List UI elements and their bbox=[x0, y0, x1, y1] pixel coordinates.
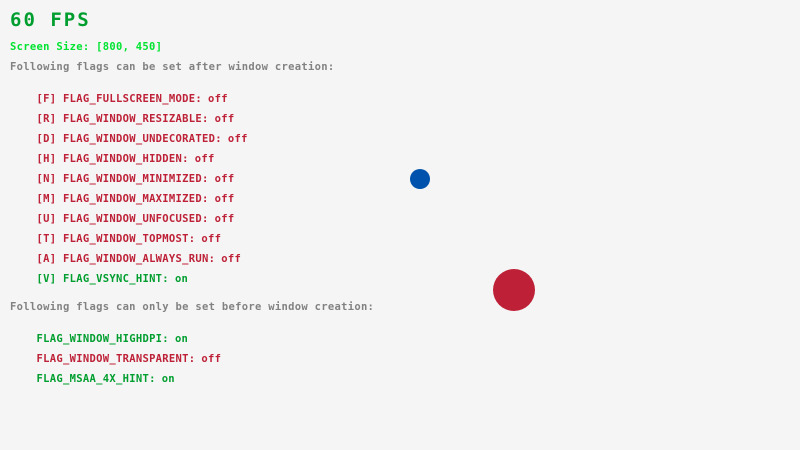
flag-label: [V] FLAG_VSYNC_HINT: bbox=[36, 273, 169, 285]
flag-row-window-always-run: [A] FLAG_WINDOW_ALWAYS_RUN: off bbox=[10, 241, 241, 277]
flag-state: off bbox=[214, 113, 235, 125]
flag-state: off bbox=[227, 133, 248, 145]
flag-label: [M] FLAG_WINDOW_MAXIMIZED: bbox=[36, 193, 209, 205]
section-heading-before-creation: Following flags can only be set before w… bbox=[10, 301, 375, 313]
flag-label: [D] FLAG_WINDOW_UNDECORATED: bbox=[36, 133, 222, 145]
flag-row-vsync-hint: [V] FLAG_VSYNC_HINT: on bbox=[10, 261, 188, 297]
flag-label: [T] FLAG_WINDOW_TOPMOST: bbox=[36, 233, 196, 245]
flag-state: off bbox=[194, 153, 215, 165]
fps-counter: 60 FPS bbox=[10, 9, 91, 31]
flag-state: off bbox=[208, 93, 228, 105]
flag-state: off bbox=[201, 353, 222, 365]
flag-label: [A] FLAG_WINDOW_ALWAYS_RUN: bbox=[36, 253, 216, 265]
flag-state: off bbox=[214, 213, 235, 225]
flag-state: on bbox=[161, 373, 175, 385]
flag-state: off bbox=[214, 193, 235, 205]
flag-row-fullscreen-mode: [F] FLAG_FULLSCREEN_MODE: off bbox=[10, 81, 228, 117]
flag-label: [R] FLAG_WINDOW_RESIZABLE: bbox=[36, 113, 209, 125]
section-heading-after-creation: Following flags can be set after window … bbox=[10, 61, 335, 73]
flag-label: [U] FLAG_WINDOW_UNFOCUSED: bbox=[36, 213, 209, 225]
flag-row-window-maximized: [M] FLAG_WINDOW_MAXIMIZED: off bbox=[10, 181, 235, 217]
flag-row-window-minimized: [N] FLAG_WINDOW_MINIMIZED: off bbox=[10, 161, 235, 197]
flag-label: [N] FLAG_WINDOW_MINIMIZED: bbox=[36, 173, 209, 185]
flag-row-window-topmost: [T] FLAG_WINDOW_TOPMOST: off bbox=[10, 221, 221, 257]
bouncing-ball bbox=[493, 269, 535, 311]
screen-size-label: Screen Size: [800, 450] bbox=[10, 41, 163, 53]
flag-row-window-unfocused: [U] FLAG_WINDOW_UNFOCUSED: off bbox=[10, 201, 235, 237]
flag-row-window-hidden: [H] FLAG_WINDOW_HIDDEN: off bbox=[10, 141, 215, 177]
flag-label: FLAG_WINDOW_HIGHDPI: bbox=[36, 333, 169, 345]
flag-state: on bbox=[174, 273, 189, 285]
flag-label: FLAG_MSAA_4X_HINT: bbox=[36, 373, 156, 385]
flag-state: off bbox=[214, 173, 235, 185]
flag-label: [F] FLAG_FULLSCREEN_MODE: bbox=[36, 93, 203, 105]
flag-row-window-resizable: [R] FLAG_WINDOW_RESIZABLE: off bbox=[10, 101, 235, 137]
flag-state: on bbox=[174, 333, 189, 345]
flag-row-window-highdpi: FLAG_WINDOW_HIGHDPI: on bbox=[10, 321, 188, 357]
flag-label: FLAG_WINDOW_TRANSPARENT: bbox=[36, 353, 196, 365]
flag-state: off bbox=[221, 253, 242, 265]
flag-row-msaa-4x-hint: FLAG_MSAA_4X_HINT: on bbox=[10, 361, 175, 397]
flag-row-window-transparent: FLAG_WINDOW_TRANSPARENT: off bbox=[10, 341, 221, 377]
flag-row-window-undecorated: [D] FLAG_WINDOW_UNDECORATED: off bbox=[10, 121, 248, 157]
mouse-position-dot bbox=[410, 169, 430, 189]
flag-label: [H] FLAG_WINDOW_HIDDEN: bbox=[36, 153, 189, 165]
flag-state: off bbox=[201, 233, 222, 245]
